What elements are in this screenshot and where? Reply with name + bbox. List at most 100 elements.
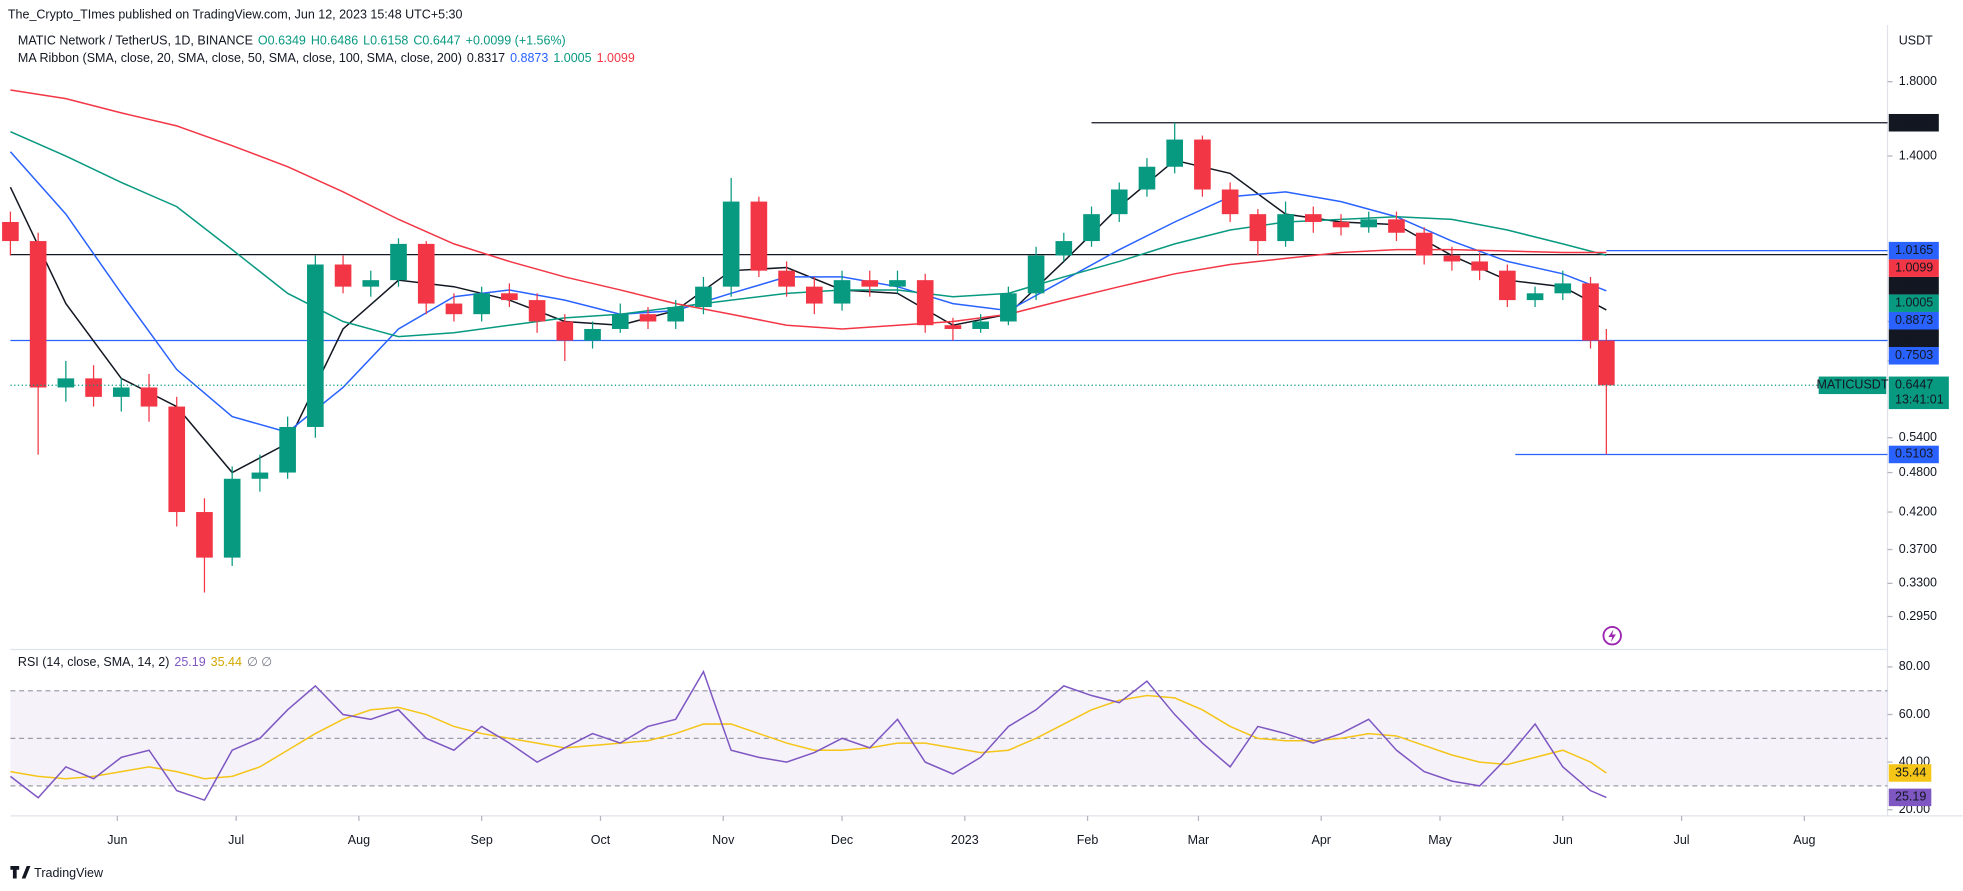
x-tick-label: Jun xyxy=(1553,833,1573,847)
candle-body xyxy=(639,314,657,322)
price-tag-text: 0.8873 xyxy=(1895,313,1933,327)
price-tag xyxy=(1888,347,1939,365)
candle-body xyxy=(972,321,989,329)
price-tag xyxy=(1888,311,1939,330)
y-tick-label: 1.8000 xyxy=(1899,74,1937,88)
last-price-value: 0.6447 xyxy=(1895,378,1933,392)
candle-body xyxy=(390,243,407,281)
candle-body xyxy=(1194,139,1211,190)
x-tick-label: 2023 xyxy=(951,833,979,847)
price-tag-text: 1.0099 xyxy=(1895,260,1933,274)
candle-body xyxy=(473,293,490,315)
x-tick-label: Feb xyxy=(1077,833,1099,847)
y-tick-label: 0.4800 xyxy=(1899,465,1937,479)
candle-body xyxy=(1083,214,1100,242)
candle-body xyxy=(445,303,463,315)
candle-body xyxy=(806,286,823,304)
rsi-legend: RSI (14, close, SMA, 14, 2) 25.19 35.44 ∅ ∅ xyxy=(18,656,272,670)
candle-body xyxy=(1499,270,1516,301)
candle-body xyxy=(223,478,241,558)
countdown: 13:41:01 xyxy=(1895,393,1944,407)
moving-average-line xyxy=(10,89,1607,330)
x-tick-label: Jul xyxy=(228,833,244,847)
candle-body xyxy=(1471,261,1488,271)
ma-last-value: 1.0099 xyxy=(597,51,635,65)
candle-body xyxy=(750,201,768,271)
candle-body xyxy=(1598,340,1615,386)
rsi-ma-line xyxy=(10,694,1607,780)
candle-body xyxy=(1249,214,1267,242)
x-tick-label: Jun xyxy=(107,833,127,847)
ohlc-value: +0.0099 (+1.56%) xyxy=(466,34,566,48)
symbol-legend: MATIC Network / TetherUS, 1D, BINANCE O0.… xyxy=(18,34,566,48)
candle-body xyxy=(140,387,158,407)
price-tag-text: 1.0028 xyxy=(1895,278,1933,292)
price-tag-text: 1.0005 xyxy=(1895,296,1933,310)
x-tick-label: Jul xyxy=(1674,833,1690,847)
last-price-tag xyxy=(1888,376,1949,410)
x-tick-label: Aug xyxy=(1793,833,1815,847)
candle-body xyxy=(556,321,574,341)
x-tick-label: Mar xyxy=(1188,833,1210,847)
candle-body xyxy=(916,280,934,326)
candle-body xyxy=(1166,139,1184,167)
price-tag xyxy=(1888,329,1939,348)
candle-body xyxy=(362,280,380,287)
moving-average-line xyxy=(9,151,1607,434)
candle-body xyxy=(2,221,19,242)
candle-body xyxy=(334,264,352,287)
brand-logo xyxy=(10,865,31,879)
candle-body xyxy=(1055,241,1073,256)
brand-mark xyxy=(10,865,31,879)
symbol-tag xyxy=(1818,376,1887,395)
y-tick-label: 0.4200 xyxy=(1899,504,1937,518)
y-tick-label: 0.5400 xyxy=(1899,430,1937,444)
ohlc-value: H0.6486 xyxy=(311,34,358,48)
rsi-tag xyxy=(1888,788,1932,807)
alert-icon-bolt xyxy=(1608,629,1616,642)
candle-body xyxy=(251,472,269,479)
candle-body xyxy=(1304,214,1322,222)
brand-name: TradingView xyxy=(34,866,104,880)
candle-body xyxy=(528,300,546,322)
candle-body xyxy=(417,243,435,304)
x-tick-label: Aug xyxy=(348,833,370,847)
rsi-tag-text: 25.19 xyxy=(1895,790,1926,804)
candle-body xyxy=(944,325,962,329)
rsi-ma-value: 35.44 xyxy=(211,656,242,670)
candle-body xyxy=(1415,232,1433,256)
rsi-value: 25.19 xyxy=(174,656,205,670)
rsi-line xyxy=(9,669,1607,802)
price-tag xyxy=(1888,445,1939,464)
candle-body xyxy=(778,270,795,287)
rsi-title: RSI (14, close, SMA, 14, 2) xyxy=(18,656,169,670)
alert-icon[interactable] xyxy=(1602,626,1622,646)
x-tick-label: Apr xyxy=(1311,833,1330,847)
symbol: MATIC Network / TetherUS, 1D, BINANCE xyxy=(18,34,253,48)
x-tick-label: May xyxy=(1428,833,1452,847)
price-tag-text: 0.7503 xyxy=(1895,348,1933,362)
ma-last-value: 0.8873 xyxy=(510,51,548,65)
price-tag xyxy=(1888,113,1939,132)
x-tick-label: Sep xyxy=(471,833,493,847)
candle-body xyxy=(85,378,102,397)
symbol-tag-text: MATICUSDT xyxy=(1816,378,1888,392)
ohlc-value: O0.6349 xyxy=(258,34,306,48)
y-tick-label: 0.3700 xyxy=(1899,542,1937,556)
candle-body xyxy=(695,286,712,308)
candle-body xyxy=(833,280,851,304)
x-tick-label: Dec xyxy=(831,833,853,847)
price-tag-text: 1.0165 xyxy=(1895,243,1933,257)
ma-last-value: 0.8317 xyxy=(467,51,505,65)
candle-body xyxy=(196,512,213,558)
candle-body xyxy=(501,293,518,301)
y-tick-label: 1.4000 xyxy=(1899,148,1937,162)
x-tick-label: Nov xyxy=(712,833,735,847)
candle-body xyxy=(1110,189,1128,215)
candle-body xyxy=(1526,293,1544,301)
ma-last-value: 1.0005 xyxy=(553,51,591,65)
candle-body xyxy=(1027,255,1045,294)
